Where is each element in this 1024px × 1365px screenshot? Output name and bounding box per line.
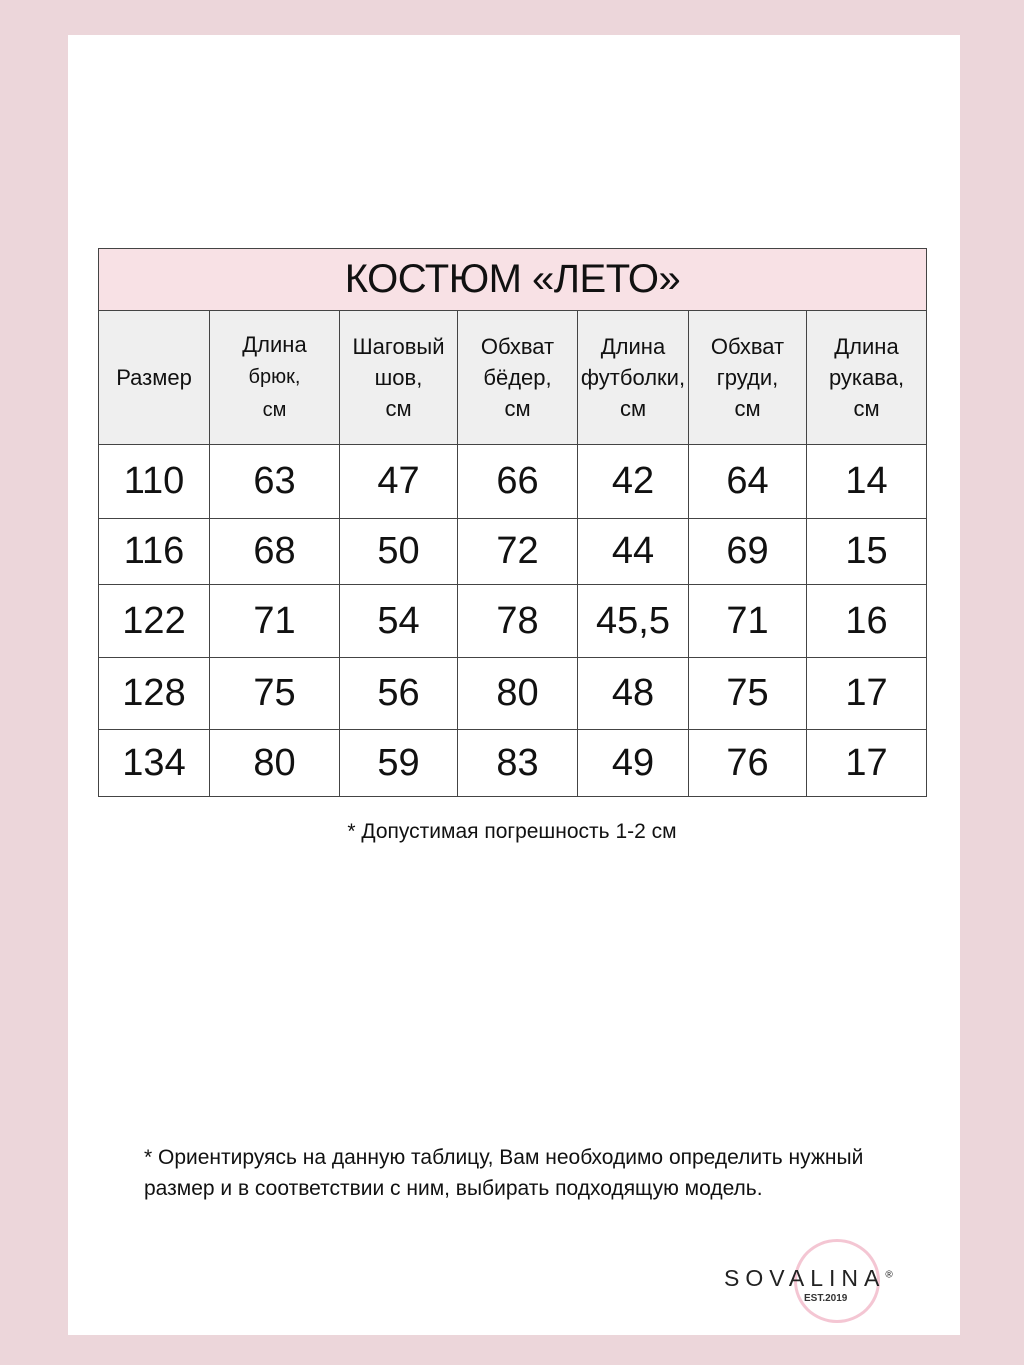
header-text: груди, [716, 365, 779, 390]
header-chest: Обхват груди, см [688, 310, 807, 445]
value-cell: 42 [577, 444, 689, 519]
header-text: см [853, 396, 880, 421]
value-cell: 15 [806, 518, 927, 585]
header-text: шов, [374, 365, 423, 390]
value-cell: 69 [688, 518, 807, 585]
value-cell: 56 [339, 657, 458, 730]
value-cell: 44 [577, 518, 689, 585]
value-cell: 76 [688, 729, 807, 797]
tolerance-note: * Допустимая погрешность 1-2 см [347, 820, 677, 843]
table-title: КОСТЮМ «ЛЕТО» [98, 248, 927, 311]
value-cell: 48 [577, 657, 689, 730]
header-inseam: Шаговый шов, см [339, 310, 458, 445]
value-cell: 68 [209, 518, 340, 585]
value-cell: 47 [339, 444, 458, 519]
header-text: Обхват [710, 334, 785, 359]
size-cell: 116 [98, 518, 210, 585]
header-text: Обхват [480, 334, 555, 359]
header-text: см [262, 399, 287, 421]
header-text: Длина [834, 334, 899, 359]
value-cell: 66 [457, 444, 578, 519]
size-table: КОСТЮМ «ЛЕТО» Размер Длина брюк, см Шаговы… [98, 248, 927, 797]
size-cell: 122 [98, 584, 210, 658]
guidance-note: * Ориентируясь на данную таблицу, Вам не… [144, 1146, 864, 1200]
value-cell: 72 [457, 518, 578, 585]
value-cell: 83 [457, 729, 578, 797]
header-hips: Обхват бёдер, см [457, 310, 578, 445]
header-text: рукава, [828, 365, 905, 390]
sovalina-logo: SOVALINA® EST.2019 [722, 1237, 952, 1327]
header-text: Шаговый [352, 334, 445, 359]
value-cell: 17 [806, 657, 927, 730]
header-text: бёдер, [483, 365, 552, 390]
value-cell: 59 [339, 729, 458, 797]
header-text: Размер [116, 365, 192, 390]
header-text: футболки, [580, 365, 686, 390]
header-tshirt-length: Длина футболки, см [577, 310, 689, 445]
value-cell: 80 [209, 729, 340, 797]
value-cell: 50 [339, 518, 458, 585]
value-cell: 78 [457, 584, 578, 658]
size-cell: 134 [98, 729, 210, 797]
value-cell: 80 [457, 657, 578, 730]
header-text: Длина [242, 332, 307, 357]
value-cell: 63 [209, 444, 340, 519]
value-cell: 75 [209, 657, 340, 730]
header-text: см [619, 396, 647, 421]
table-row: 122 71 54 78 45,5 71 16 [98, 584, 927, 658]
value-cell: 75 [688, 657, 807, 730]
value-cell: 45,5 [577, 584, 689, 658]
header-pants-length: Длина брюк, см [209, 310, 340, 445]
header-row: Размер Длина брюк, см Шаговый шов, см Обхват… [98, 310, 927, 445]
value-cell: 17 [806, 729, 927, 797]
table-row: 116 68 50 72 44 69 15 [98, 518, 927, 585]
size-cell: 128 [98, 657, 210, 730]
logo-brand-text: SOVALINA [724, 1265, 886, 1291]
value-cell: 49 [577, 729, 689, 797]
size-cell: 110 [98, 444, 210, 519]
table-row: 110 63 47 66 42 64 14 [98, 444, 927, 519]
value-cell: 14 [806, 444, 927, 519]
header-text: Длина [600, 334, 666, 359]
logo-est: EST.2019 [804, 1293, 848, 1304]
header-sleeve-length: Длина рукава, см [806, 310, 927, 445]
value-cell: 71 [688, 584, 807, 658]
header-text: см [385, 396, 412, 421]
table-row: 134 80 59 83 49 76 17 [98, 729, 927, 797]
value-cell: 64 [688, 444, 807, 519]
logo-ring-icon [794, 1239, 880, 1323]
logo-brand: SOVALINA® [724, 1265, 893, 1292]
header-text: см [504, 396, 531, 421]
value-cell: 16 [806, 584, 927, 658]
header-text: брюк, [248, 366, 301, 388]
header-size: Размер [98, 310, 210, 445]
header-text: см [734, 396, 761, 421]
table-row: 128 75 56 80 48 75 17 [98, 657, 927, 730]
logo-registered: ® [885, 1269, 893, 1281]
value-cell: 71 [209, 584, 340, 658]
value-cell: 54 [339, 584, 458, 658]
